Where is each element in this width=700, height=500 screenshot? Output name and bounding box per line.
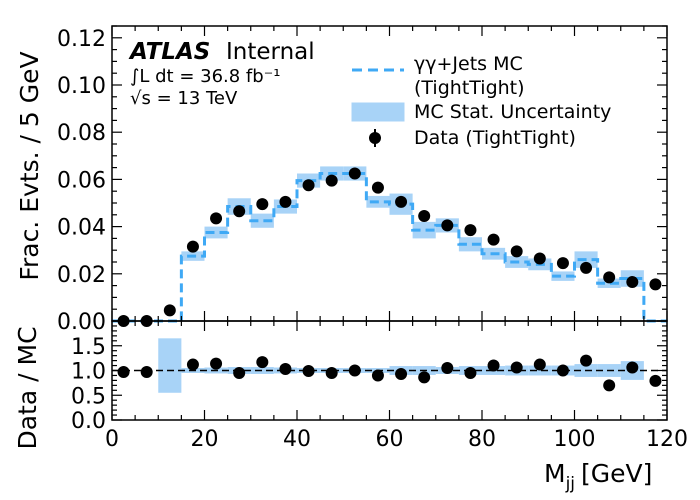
x-tick-label: 80	[468, 427, 496, 452]
mc-band-bin-4	[204, 226, 228, 239]
experiment-label: ATLAS	[128, 39, 210, 65]
data-point-23	[649, 278, 662, 291]
ratio-point-18	[556, 364, 569, 377]
data-point-16	[487, 233, 500, 246]
data-point-17	[510, 245, 523, 258]
data-point-13	[418, 209, 431, 222]
ratio-uncertainty-band	[158, 338, 644, 393]
x-tick-label: 100	[554, 427, 596, 452]
ratio-point-1	[140, 365, 153, 378]
ratio-y-tick-label: 1.5	[71, 335, 106, 360]
ratio-point-3	[210, 357, 223, 370]
ratio-y-axis-label: Data / MC	[13, 326, 42, 449]
main-y-axis-label: Frac. Evts. / 5 GeV	[15, 51, 44, 280]
ratio-y-tick-label: 0.0	[71, 409, 106, 434]
main-y-tick-label: 0.06	[57, 168, 106, 193]
data-point-4	[210, 212, 223, 225]
mc-band-bin-6	[250, 213, 274, 228]
ratio-band-bin-2	[158, 338, 182, 393]
luminosity-label: ∫L dt = 36.8 fb⁻¹	[130, 66, 280, 87]
legend-mc-label: γγ+Jets MC	[414, 53, 523, 75]
ratio-point-5	[256, 356, 269, 369]
ratio-axis-ticks: 0 20 40 60 80 100 120 0.00.51.01.5	[71, 320, 688, 452]
main-y-tick-label: 0.08	[57, 121, 106, 146]
ratio-point-2	[186, 358, 199, 371]
ratio-point-8	[325, 366, 338, 379]
data-point-15	[464, 224, 477, 237]
legend: γγ+Jets MC (TightTight) MC Stat. Uncerta…	[351, 53, 611, 149]
legend-data-label: Data (TightTight)	[414, 127, 576, 149]
data-points	[117, 167, 662, 327]
main-y-tick-label: 0.00	[57, 310, 106, 335]
ratio-y-tick-label: 1.0	[71, 360, 106, 385]
data-point-12	[395, 195, 408, 208]
ratio-y-tick-label: 0.5	[71, 384, 106, 409]
main-axis-ticks: 0.00 0.02 0.04 0.06 0.08 0.10 0.12	[57, 25, 668, 335]
data-point-11	[371, 181, 384, 194]
main-y-tick-label: 0.04	[57, 216, 106, 241]
data-point-7	[279, 195, 292, 208]
data-point-19	[556, 257, 569, 270]
legend-mc-label-line2: (TightTight)	[414, 77, 525, 99]
ratio-point-13	[441, 362, 454, 375]
ratio-point-19	[580, 354, 593, 367]
ratio-point-6	[279, 363, 292, 376]
ratio-point-7	[302, 364, 315, 377]
x-tick-label: 20	[191, 427, 219, 452]
mc-band-bin-13	[412, 221, 436, 239]
ratio-point-10	[371, 369, 384, 382]
ratio-point-0	[117, 365, 130, 378]
ratio-point-11	[395, 367, 408, 380]
x-tick-label: 120	[646, 427, 688, 452]
status-label: Internal	[226, 39, 315, 65]
main-y-tick-label: 0.12	[57, 27, 106, 52]
x-tick-label: 60	[376, 427, 404, 452]
ratio-band-bin-6	[250, 367, 274, 374]
ratio-point-15	[487, 359, 500, 372]
data-point-6	[256, 198, 269, 211]
ratio-point-21	[626, 361, 639, 374]
data-point-10	[348, 167, 361, 180]
ratio-point-12	[418, 371, 431, 384]
ratio-point-9	[348, 364, 361, 377]
mc-band-bin-15	[458, 237, 482, 252]
data-point-3	[186, 240, 199, 253]
ratio-point-20	[603, 379, 616, 392]
data-point-18	[533, 252, 546, 265]
ratio-point-14	[464, 366, 477, 379]
ratio-point-17	[533, 358, 546, 371]
mc-histogram-line	[112, 172, 667, 323]
ratio-data-points	[117, 354, 662, 392]
legend-band-swatch	[351, 102, 405, 122]
data-point-9	[325, 174, 338, 187]
ratio-point-16	[510, 361, 523, 374]
main-y-tick-label: 0.02	[57, 263, 106, 288]
legend-band-label: MC Stat. Uncertainty	[414, 101, 611, 123]
data-point-14	[441, 219, 454, 232]
ratio-point-22	[649, 374, 662, 387]
data-point-21	[603, 271, 616, 284]
data-point-2	[163, 304, 176, 317]
main-y-tick-label: 0.10	[57, 74, 106, 99]
mc-step-line	[112, 172, 667, 323]
energy-label: √s = 13 TeV	[130, 88, 238, 109]
x-tick-label: 40	[283, 427, 311, 452]
data-point-5	[233, 205, 246, 218]
data-point-20	[580, 261, 593, 274]
mc-band-bin-19	[551, 271, 575, 281]
legend-data-marker	[369, 132, 381, 144]
x-tick-label: 0	[105, 427, 119, 452]
ratio-point-4	[233, 366, 246, 379]
x-axis-label: Mjj [GeV]	[544, 459, 652, 494]
data-point-22	[626, 276, 639, 289]
data-point-8	[302, 179, 315, 192]
